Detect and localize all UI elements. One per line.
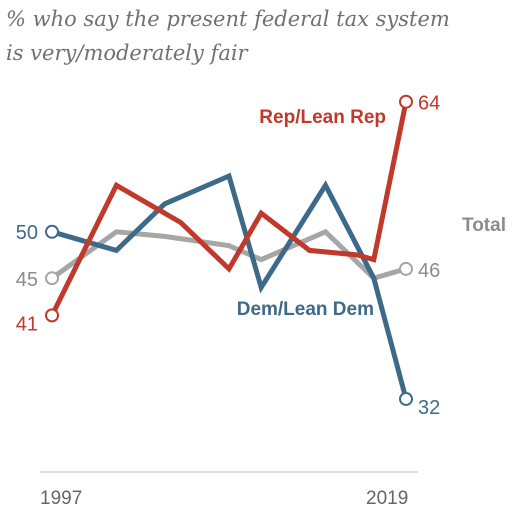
total-start-point xyxy=(45,271,59,286)
label-layer: 45 46 Total 50 32 Dem/Lean Dem 41 64 Rep/Lean Re… xyxy=(16,93,506,419)
rep-lean-rep-series-line xyxy=(49,101,409,317)
rep-lean-rep-start-point xyxy=(45,308,59,323)
total-start-value-label: 45 xyxy=(16,269,38,291)
dem-lean-dem-series-line xyxy=(51,172,409,400)
chart-title-line-2: is very/moderately fair xyxy=(6,41,248,65)
dem-lean-dem-start-point xyxy=(45,224,59,239)
dem-lean-dem-end-value-label: 32 xyxy=(418,397,440,419)
total-series-line xyxy=(50,228,407,282)
rep-lean-rep-end-point xyxy=(399,94,413,109)
total-end-value-label: 46 xyxy=(418,260,440,282)
dem-lean-dem-end-point xyxy=(399,391,413,406)
total-end-point xyxy=(399,261,413,276)
series-layer xyxy=(45,94,413,406)
dem-lean-dem-start-value-label: 50 xyxy=(16,222,38,244)
rep-lean-rep-series-name-label: Rep/Lean Rep xyxy=(259,107,386,128)
x-tick-label-1997: 1997 xyxy=(40,488,82,509)
dem-lean-dem-series-name-label: Dem/Lean Dem xyxy=(237,299,374,320)
rep-lean-rep-start-value-label: 41 xyxy=(16,313,38,335)
chart-title: % who say the present federal tax system… xyxy=(6,2,516,70)
chart-title-line-1: % who say the present federal tax system xyxy=(6,7,450,31)
rep-lean-rep-end-value-label: 64 xyxy=(418,93,440,115)
x-tick-label-2019: 2019 xyxy=(366,488,408,509)
total-series-name-label: Total xyxy=(462,215,506,236)
